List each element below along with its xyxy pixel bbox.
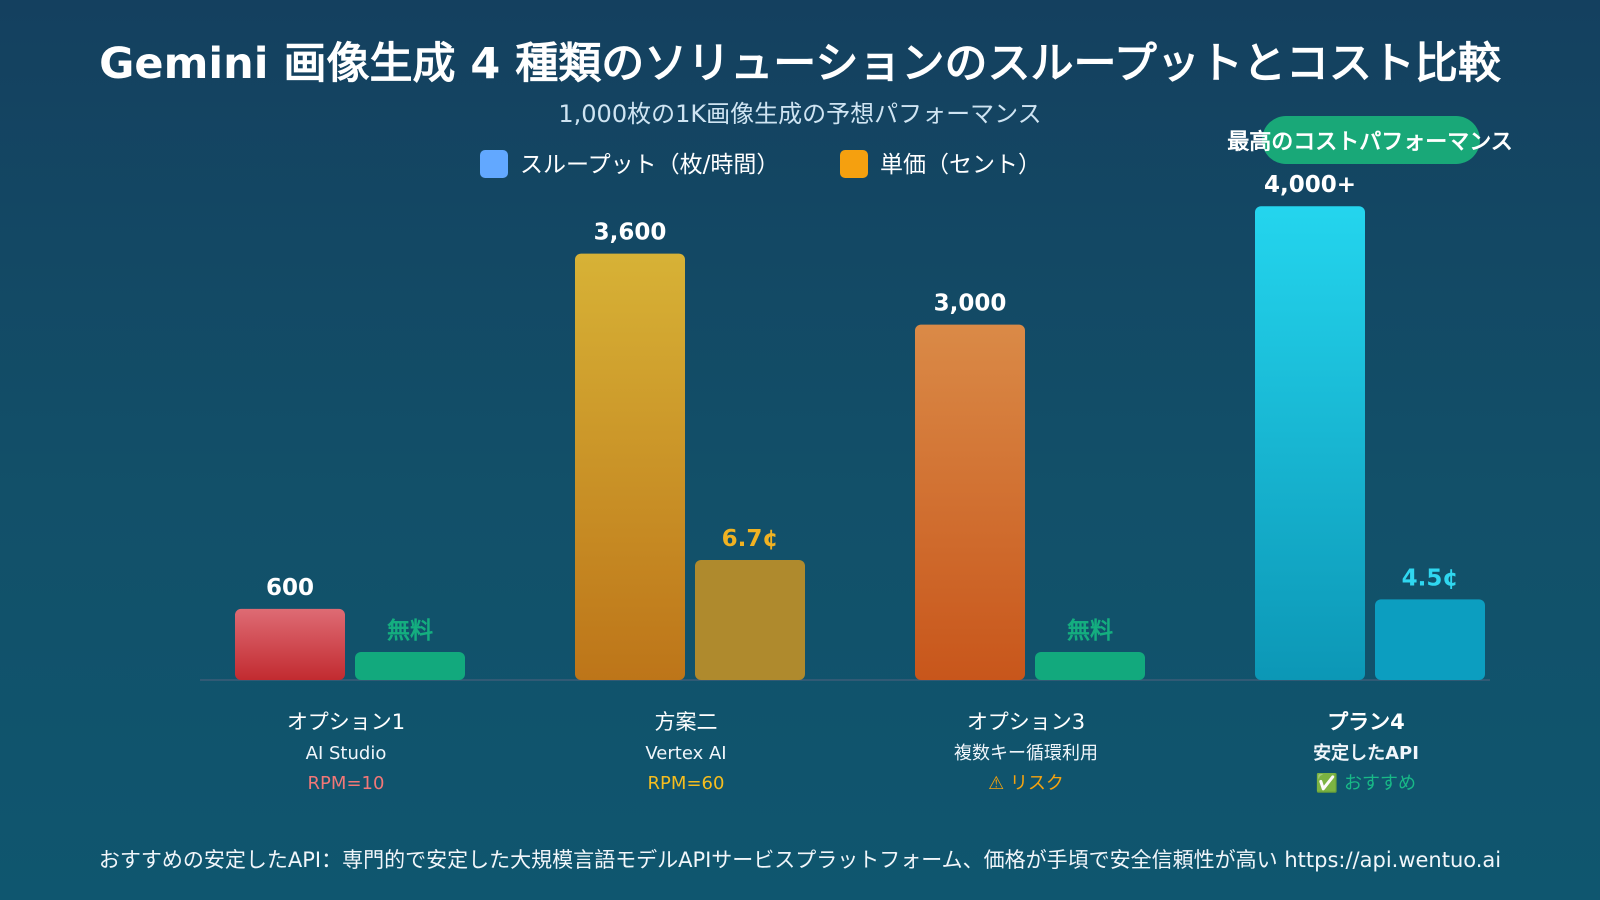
chart-subtitle: 1,000枚の1K画像生成の予想パフォーマンス	[558, 100, 1041, 128]
throughput-bar-2	[575, 253, 685, 680]
category-subtitle-2: Vertex AI	[645, 743, 726, 764]
legend-swatch-throughput	[480, 150, 508, 178]
price-value-label-4: 4.5¢	[1402, 565, 1459, 591]
throughput-bar-3	[915, 324, 1025, 680]
price-value-label-3: 無料	[1067, 618, 1113, 644]
bar-series-group: 600 無料 3,600 6.7¢ 3,000 無料 4,000+ 4.5¢	[235, 172, 1485, 680]
throughput-value-label-2: 3,600	[594, 220, 667, 246]
throughput-value-label-3: 3,000	[934, 291, 1007, 317]
throughput-bar-4	[1255, 206, 1365, 680]
price-bar-3	[1035, 652, 1145, 680]
category-name-1: オプション1	[287, 710, 405, 734]
category-name-3: オプション3	[967, 710, 1085, 734]
throughput-value-label-4: 4,000+	[1264, 172, 1356, 198]
category-subtitle-4: 安定したAPI	[1313, 742, 1419, 764]
best-value-badge: 最高のコストパフォーマンス	[1227, 116, 1513, 164]
best-value-badge-bg	[1262, 116, 1480, 164]
legend-label-throughput: スループット（枚/時間）	[520, 152, 779, 178]
throughput-value-label-1: 600	[266, 575, 314, 601]
price-bar-4	[1375, 599, 1485, 680]
category-subtitle-3: 複数キー循環利用	[954, 743, 1098, 764]
legend-swatch-price	[840, 150, 868, 178]
category-note-2: RPM=60	[648, 773, 725, 794]
category-name-4: プラン4	[1327, 710, 1405, 734]
category-note-4: ✅ おすすめ	[1316, 772, 1416, 794]
category-subtitle-1: AI Studio	[306, 743, 387, 764]
chart-title: Gemini 画像生成 4 種類のソリューションのスループットとコスト比較	[99, 39, 1502, 89]
best-value-badge-label: 最高のコストパフォーマンス	[1227, 129, 1513, 155]
legend-label-price: 単価（セント）	[880, 152, 1041, 178]
legend: スループット（枚/時間） 単価（セント）	[480, 150, 1041, 178]
category-name-2: 方案二	[655, 710, 718, 734]
price-value-label-1: 無料	[387, 618, 433, 644]
price-bar-2	[695, 560, 805, 680]
category-note-3: ⚠ リスク	[988, 773, 1064, 794]
throughput-bar-1	[235, 608, 345, 680]
category-labels-group: オプション1 AI Studio RPM=10 方案二 Vertex AI RPM=60 オ…	[287, 710, 1419, 794]
price-value-label-2: 6.7¢	[722, 526, 779, 552]
price-bar-1	[355, 652, 465, 680]
category-note-1: RPM=10	[308, 773, 385, 794]
footer-note: おすすめの安定したAPI：専門的で安定した大規模言語モデルAPIサービスプラット…	[99, 848, 1501, 872]
